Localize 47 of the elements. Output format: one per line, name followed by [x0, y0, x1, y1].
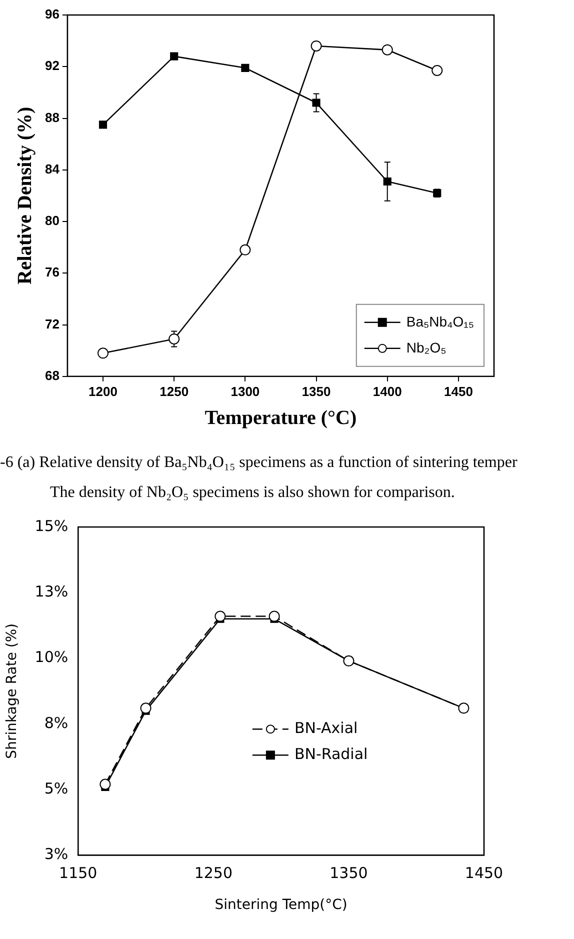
point [168, 333, 180, 344]
legend-label: Ba₅Nb₄O₁₅ [406, 313, 474, 330]
y-tick-label: 84 [44, 161, 60, 176]
point [383, 177, 392, 186]
legend-label: BN-Axial [294, 718, 358, 737]
x-tick-label: 1400 [372, 384, 402, 399]
point [100, 778, 111, 790]
x-tick-label: 1250 [194, 864, 233, 882]
point [214, 610, 226, 622]
point [98, 120, 108, 129]
y-tick-label: 88 [44, 110, 60, 125]
y-tick-label: 76 [44, 264, 60, 280]
point [268, 610, 280, 622]
point [170, 52, 178, 60]
point [382, 44, 393, 56]
y-axis-title: Shrinkage Rate (%) [4, 623, 20, 759]
text: -6 (a) Relative density of Ba₅Nb₄O₁₅ specimens as a function of sintering temper [0, 454, 518, 472]
y-tick-label: 96 [44, 6, 60, 22]
y-tick-label: 15% [34, 516, 68, 535]
x-tick-label: 1350 [330, 864, 368, 882]
point [310, 40, 322, 52]
y-tick-label: 10% [34, 648, 68, 666]
legend-label: Nb₂O₅ [406, 339, 446, 356]
point [241, 64, 250, 72]
x-tick-label: 1150 [59, 864, 98, 882]
point [240, 244, 251, 256]
y-tick-label: 13% [34, 582, 68, 601]
y-tick-label: 68 [44, 368, 60, 383]
text: The density of Nb₂O₅ specimens is also shown for comparison. [50, 484, 456, 502]
y-tick-label: 72 [44, 316, 60, 332]
x-tick-label: 1450 [464, 864, 504, 882]
y-axis-title: Relative Density (%) [14, 106, 36, 285]
y-tick-label: 80 [44, 213, 60, 228]
legend-label: BN-Radial [294, 744, 368, 763]
x-tick-label: 1300 [230, 384, 260, 399]
point [312, 98, 320, 107]
x-tick-label: 1250 [160, 384, 189, 399]
y-tick-label: 3% [44, 845, 68, 864]
x-axis-title: Sintering Temp(°C) [214, 897, 348, 914]
point [140, 702, 152, 714]
y-tick-label: 92 [44, 58, 60, 74]
x-tick-label: 1350 [302, 384, 331, 399]
x-tick-label: 1450 [444, 384, 473, 399]
x-tick-label: 1200 [88, 384, 118, 399]
x-axis-title: Temperature (°C) [204, 407, 357, 430]
y-tick-label: 5% [44, 779, 68, 798]
y-tick-label: 8% [44, 714, 68, 732]
